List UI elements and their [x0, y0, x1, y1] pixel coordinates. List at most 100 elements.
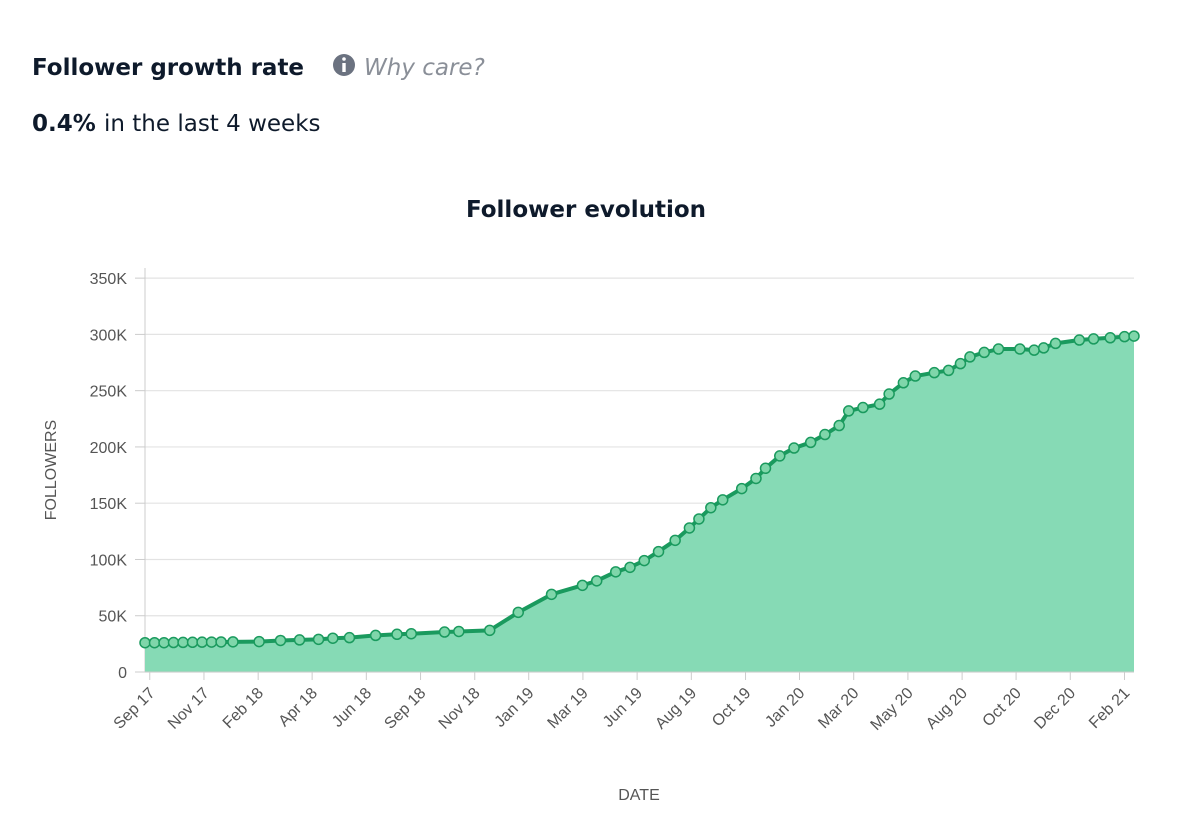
x-tick-label: Apr 18	[276, 685, 321, 730]
point	[978, 346, 990, 359]
help-link[interactable]: Why care?	[364, 55, 485, 81]
info-icon[interactable]	[333, 54, 355, 76]
point	[343, 631, 356, 644]
point	[1128, 330, 1140, 342]
point	[624, 561, 636, 574]
point	[750, 472, 762, 485]
point	[1118, 330, 1131, 343]
point	[819, 428, 831, 441]
x-tick-label: Feb 18	[220, 685, 267, 732]
x-tick-label: Jan 19	[492, 685, 538, 731]
x-tick-label: Oct 20	[980, 685, 1025, 730]
point	[942, 364, 955, 377]
area	[145, 336, 1134, 672]
point	[405, 627, 418, 640]
growth-caption: in the last 4 weeks	[104, 111, 321, 137]
point	[186, 636, 199, 649]
point	[897, 377, 910, 389]
point	[1073, 334, 1086, 346]
x-tick-label: Nov 18	[436, 685, 484, 733]
x-tick-label: Mar 20	[815, 685, 862, 732]
point	[1087, 333, 1100, 345]
point	[1104, 332, 1116, 344]
point	[139, 636, 151, 649]
x-tick-label: Sep 17	[111, 685, 159, 733]
point	[1014, 343, 1026, 355]
x-tick-label: Jan 20	[762, 685, 808, 731]
point	[716, 494, 729, 506]
point	[652, 545, 665, 558]
x-tick-label: Aug 19	[652, 685, 700, 733]
point	[253, 635, 265, 648]
point	[609, 566, 622, 578]
point	[788, 442, 800, 454]
point	[735, 482, 748, 495]
point	[909, 370, 922, 382]
y-tick-label: 200K	[90, 440, 128, 457]
header-title: Follower growth rate	[32, 55, 304, 81]
point	[545, 588, 558, 601]
point	[857, 401, 869, 414]
point	[274, 634, 287, 647]
x-axis-label: DATE	[618, 787, 659, 804]
point	[759, 462, 772, 475]
point	[1049, 337, 1062, 350]
point	[196, 636, 208, 648]
info-bar	[342, 63, 346, 72]
point	[327, 632, 339, 644]
point	[964, 351, 976, 363]
point	[227, 636, 239, 648]
point	[804, 436, 817, 449]
point	[148, 636, 161, 649]
point	[167, 636, 180, 649]
x-tick-label: Oct 19	[709, 685, 754, 730]
point	[215, 636, 227, 648]
point	[453, 625, 465, 638]
line	[145, 334, 1135, 645]
point	[954, 357, 967, 370]
growth-rate: 0.4%	[32, 111, 96, 137]
point	[1028, 344, 1040, 356]
point	[992, 343, 1005, 355]
y-tick-label: 250K	[90, 384, 128, 401]
x-tick-label: Mar 19	[545, 685, 592, 732]
x-tick-label: Sep 18	[381, 685, 429, 733]
x-tick-label: Nov 17	[165, 685, 213, 733]
info-dot	[342, 57, 346, 61]
x-tick-label: Jun 18	[329, 685, 375, 731]
chart-title: Follower evolution	[466, 197, 706, 223]
point	[312, 633, 325, 646]
point	[705, 501, 717, 514]
point	[928, 366, 941, 379]
point	[576, 579, 589, 592]
point	[177, 636, 189, 649]
point	[391, 628, 403, 641]
point	[774, 450, 786, 462]
x-tick-label: Jun 19	[600, 685, 646, 731]
x-tick-label: May 20	[868, 685, 917, 734]
point	[873, 398, 886, 410]
point	[293, 634, 306, 646]
y-axis-label: FOLLOWERS	[43, 420, 60, 520]
point	[693, 513, 705, 525]
point	[1037, 342, 1050, 354]
point	[590, 575, 603, 587]
point	[158, 636, 170, 649]
point	[205, 636, 218, 648]
point	[883, 388, 895, 400]
point	[669, 534, 681, 547]
point	[369, 629, 382, 642]
y-tick-label: 300K	[90, 327, 128, 344]
point	[438, 626, 451, 638]
y-tick-label: 150K	[90, 496, 128, 513]
point	[833, 419, 845, 432]
point	[512, 606, 525, 619]
x-tick-label: Aug 20	[923, 685, 971, 733]
y-tick-label: 100K	[90, 552, 128, 569]
point	[842, 405, 855, 417]
point	[483, 624, 496, 637]
point	[683, 522, 696, 534]
x-tick-label: Feb 21	[1086, 685, 1133, 732]
x-tick-label: Dec 20	[1031, 685, 1079, 733]
